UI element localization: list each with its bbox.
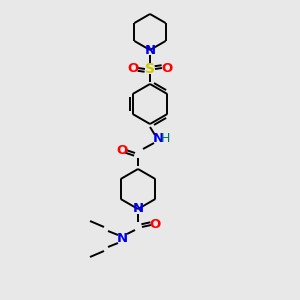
Text: N: N: [116, 232, 128, 245]
Text: N: N: [152, 133, 164, 146]
Text: N: N: [144, 44, 156, 56]
Text: S: S: [145, 62, 155, 76]
Text: O: O: [161, 61, 172, 74]
Text: H: H: [160, 133, 170, 146]
Text: N: N: [132, 202, 144, 215]
Text: O: O: [116, 143, 128, 157]
Text: O: O: [128, 61, 139, 74]
Text: O: O: [149, 218, 161, 232]
